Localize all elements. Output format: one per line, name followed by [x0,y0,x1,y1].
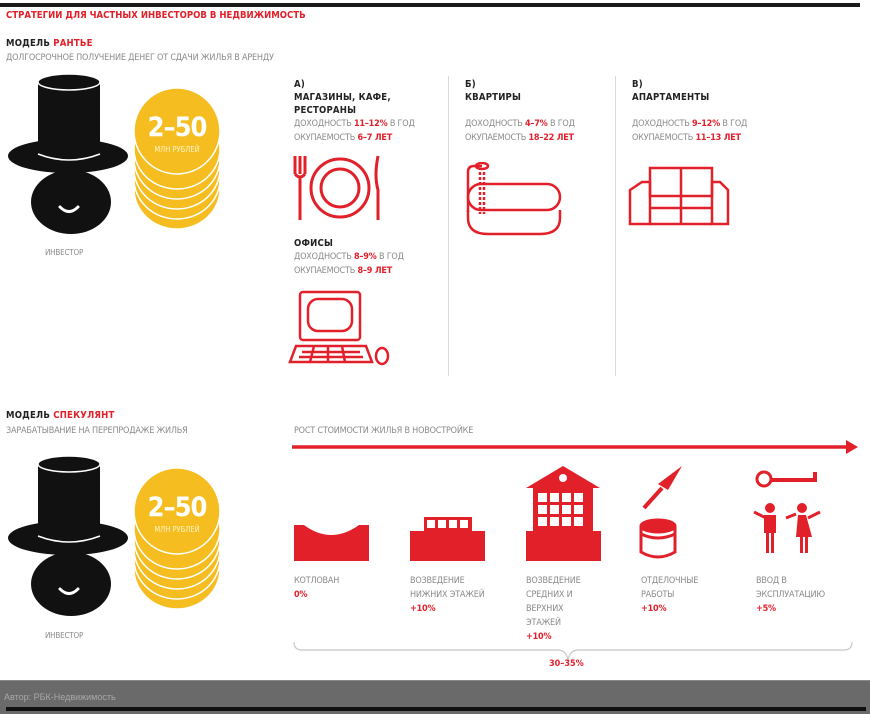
stage-low-floors: ВОЗВЕДЕНИЕ НИЖНИХ ЭТАЖЕЙ +10% [410,576,485,614]
pit-icon [294,525,369,561]
model-name: СПЕКУЛЯНТ [53,410,115,421]
tall-building-icon [526,466,601,561]
low-building-icon [410,517,485,561]
model-label: МОДЕЛЬ [6,410,51,421]
option-name: КВАРТИРЫ [465,92,522,103]
top-rule [0,3,860,7]
coins-stack-icon [133,467,221,610]
speculator-model-title: МОДЕЛЬ СПЕКУЛЯНТ [6,409,115,422]
model-label: МОДЕЛЬ [6,38,51,49]
option-name: АПАРТАМЕНТЫ [632,92,710,103]
stage-pit: КОТЛОВАН 0% [294,576,340,600]
option-yield: ДОХОДНОСТЬ 8–9% В ГОД [294,252,404,262]
column-divider [615,76,616,376]
model-name: РАНТЬЕ [53,38,93,49]
amount-value: 2–50 [147,112,208,143]
option-letter: Б) [465,79,476,90]
option-yield: ДОХОДНОСТЬ 11–12% В ГОД [294,119,415,129]
stage-commissioning: ВВОД В ЭКСПЛУАТАЦИЮ +5% [756,576,825,614]
investor-hat-icon [8,456,128,616]
investor-label: ИНВЕСТОР [45,631,84,640]
amount-unit: МЛН РУБЛЕЙ [154,145,200,154]
rentier-model-title: МОДЕЛЬ РАНТЬЕ [6,37,93,50]
option-payback: ОКУПАЕМОСТЬ 6–7 ЛЕТ [294,133,393,143]
column-divider [448,76,449,376]
option-offices: ОФИСЫ ДОХОДНОСТЬ 8–9% В ГОД ОКУПАЕМОСТЬ … [294,237,434,278]
page-title: СТРАТЕГИИ ДЛЯ ЧАСТНЫХ ИНВЕСТОРОВ В НЕДВИ… [6,10,306,21]
option-apartments-flats: Б) КВАРТИРЫ ДОХОДНОСТЬ 4–7% В ГОД ОКУПАЕ… [465,78,605,145]
option-yield: ДОХОДНОСТЬ 9–12% В ГОД [632,119,748,129]
speculator-description: ЗАРАБАТЫВАНИЕ НА ПЕРЕПРОДАЖЕ ЖИЛЬЯ [6,426,188,436]
footer-author: Автор: РБК-Недвижимость [4,692,116,702]
amount-value: 2–50 [147,492,208,523]
rentier-description: ДОЛГОСРОЧНОЕ ПОЛУЧЕНИЕ ДЕНЕГ ОТ СДАЧИ ЖИ… [6,53,274,63]
option-yield: ДОХОДНОСТЬ 4–7% В ГОД [465,119,575,129]
key-family-icon [753,470,821,553]
option-payback: ОКУПАЕМОСТЬ 18–22 ЛЕТ [465,133,574,143]
option-name: ОФИСЫ [294,238,334,249]
sofa-icon [628,166,730,226]
total-brace [293,641,853,661]
cutlery-plate-icon [293,155,380,220]
trowel-bucket-icon [639,466,682,559]
stage-finishing: ОТДЕЛОЧНЫЕ РАБОТЫ +10% [641,576,699,614]
amount-unit: МЛН РУБЛЕЙ [154,525,200,534]
bathtub-icon [466,162,562,236]
stage-upper-floors: ВОЗВЕДЕНИЕ СРЕДНИХ И ВЕРХНИХ ЭТАЖЕЙ +10% [526,576,581,642]
footer-rule [6,707,866,711]
growth-arrow [292,440,858,454]
investor-hat-icon [8,74,128,234]
option-letter: А) [294,79,305,90]
total-growth: 30–35% [549,659,584,669]
growth-label: РОСТ СТОИМОСТИ ЖИЛЬЯ В НОВОСТРОЙКЕ [294,426,474,436]
coins-stack-icon [133,87,221,230]
option-name: МАГАЗИНЫ, КАФЕ, РЕСТОРАНЫ [294,92,391,116]
computer-icon [288,290,390,366]
option-payback: ОКУПАЕМОСТЬ 11–13 ЛЕТ [632,133,741,143]
investor-label: ИНВЕСТОР [45,248,84,257]
option-letter: В) [632,79,643,90]
option-shops: А) МАГАЗИНЫ, КАФЕ, РЕСТОРАНЫ ДОХОДНОСТЬ … [294,78,434,145]
option-apartments: В) АПАРТАМЕНТЫ ДОХОДНОСТЬ 9–12% В ГОД ОК… [632,78,792,145]
option-payback: ОКУПАЕМОСТЬ 8–9 ЛЕТ [294,266,393,276]
